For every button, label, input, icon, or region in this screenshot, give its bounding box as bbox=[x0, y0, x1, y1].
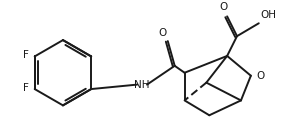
Text: F: F bbox=[23, 83, 29, 93]
Text: O: O bbox=[219, 2, 227, 12]
Text: OH: OH bbox=[261, 10, 277, 20]
Text: O: O bbox=[159, 28, 167, 38]
Text: NH: NH bbox=[134, 80, 150, 90]
Text: F: F bbox=[23, 50, 29, 60]
Text: O: O bbox=[257, 71, 265, 81]
